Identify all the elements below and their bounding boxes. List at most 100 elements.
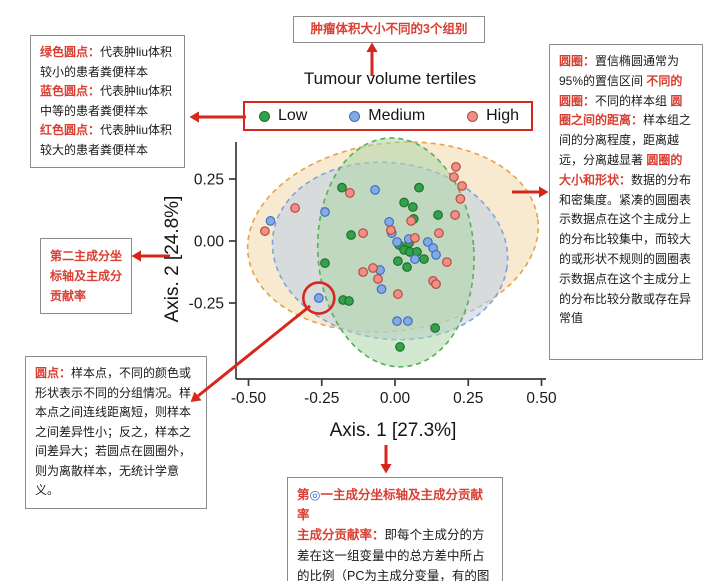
sample-point-low xyxy=(419,254,429,264)
low-dot-icon xyxy=(259,110,270,122)
sample-point-medium xyxy=(386,228,397,238)
legend-label-low: Low xyxy=(278,107,308,124)
arrow-to-axis1-box xyxy=(380,445,392,474)
ellipse-info-desc-3: 样本组之间的分离程度，距离越远，分离越显著 xyxy=(559,113,692,167)
sample-point-low xyxy=(405,247,415,257)
sample-point-medium xyxy=(403,234,414,244)
sample-point-high xyxy=(290,203,300,213)
axis1-line1-prefix: 第 xyxy=(297,488,310,502)
spiral-icon: ◎ xyxy=(309,488,321,502)
x-tick-label: 0.00 xyxy=(380,390,411,407)
sample-point-low xyxy=(393,256,403,266)
sample-point-high xyxy=(428,276,438,286)
sample-point-low xyxy=(320,258,330,268)
arrow-to-groups-box-head xyxy=(366,42,378,52)
legend-label-high: High xyxy=(486,107,519,124)
sample-point-high xyxy=(455,193,466,204)
annotation-box-ellipse-info: 圆圈：置信椭圆通常为95%的置信区间 不同的圆圈：不同的样本组 圆圈之间的距离：… xyxy=(549,44,703,360)
axis1-line1-rest: 一主成分坐标轴及主成分贡献率 xyxy=(297,488,483,523)
sample-point-medium xyxy=(428,243,438,253)
sample-point-low xyxy=(402,262,412,272)
arrow-to-dot-colors-box-head xyxy=(189,111,199,123)
ellipse-info-label-1: 圆圈： xyxy=(559,54,596,68)
ellipse-info-desc-1: 置信椭圆通常为95%的置信区间 xyxy=(559,54,680,88)
legend-item-medium: Medium xyxy=(349,107,425,125)
y-tick-label: 0.25 xyxy=(194,172,224,189)
axis2-info-text: 第二主成分坐标轴及主成分贡献率 xyxy=(50,249,123,303)
tumour-groups-text: 肿瘤体积大小不同的3个组别 xyxy=(310,22,468,36)
dot-colors-item: 蓝色圆点：代表肿liu体积中等的患者粪便样本 xyxy=(40,82,175,121)
confidence-ellipses xyxy=(246,137,540,368)
sample-point-high xyxy=(441,257,452,267)
sample-point-high xyxy=(450,210,460,220)
sample-point-medium xyxy=(375,265,385,275)
sample-point-high xyxy=(451,161,461,172)
legend-title: Tumour volume tertiles xyxy=(303,69,477,88)
sample-point-high xyxy=(345,188,355,198)
sample-point-low xyxy=(394,240,404,250)
ellipse-info-label-2: 不同的圆圈： xyxy=(559,73,683,108)
sample-point-low xyxy=(399,245,409,255)
dot-colors-desc-blue: 代表肿liu体积中等的患者粪便样本 xyxy=(40,84,173,118)
legend-item-high: High xyxy=(467,107,519,125)
ellipse-info-desc-4: 数据的分布和密集度。紧凑的圆圈表示数据点在这个主成分上的分布比较集中，而较大的或… xyxy=(559,172,692,326)
sample-point-medium xyxy=(392,237,402,247)
sample-point-medium xyxy=(431,250,441,260)
sample-point-high xyxy=(373,274,383,284)
ellipse-info-label-4: 圆圈的大小和形状： xyxy=(559,152,683,187)
dot-colors-label-green: 绿色圆点： xyxy=(40,45,101,59)
arrow-to-dot-colors-box xyxy=(189,111,246,123)
annotation-box-axis1: 第◎一主成分坐标轴及主成分贡献率 主成分贡献率：即每个主成分的方差在这一组变量中… xyxy=(287,477,503,581)
ellipse-info-label-3: 圆圈之间的距离： xyxy=(559,93,683,128)
x-axis-title: Axis. 1 [27.3%] xyxy=(329,420,457,441)
axis1-info-label: 主成分贡献率： xyxy=(297,528,385,543)
annotation-box-tumour-groups: 肿瘤体积大小不同的3个组别 xyxy=(293,16,485,43)
sample-point-low xyxy=(346,230,356,240)
sample-point-high xyxy=(431,279,441,290)
sample-point-high xyxy=(358,267,368,277)
sample-point-low xyxy=(412,247,422,257)
sample-point-medium xyxy=(384,217,395,227)
annotation-box-dot-colors: 绿色圆点：代表肿liu体积较小的患者粪便样本 蓝色圆点：代表肿liu体积中等的患… xyxy=(30,35,185,168)
sample-point-low xyxy=(414,182,424,193)
ellipse-info-desc-2: 不同的样本组 xyxy=(595,93,668,108)
sample-point-high xyxy=(358,228,368,238)
sample-point-low xyxy=(399,197,409,208)
sample-point-medium xyxy=(392,316,402,326)
y-tick-label: -0.25 xyxy=(189,296,224,313)
dot-colors-desc-red: 代表肿liu体积较大的患者粪便样本 xyxy=(40,123,173,157)
sample-point-high xyxy=(457,181,467,191)
legend-box: Low Medium High xyxy=(243,101,533,131)
sample-point-low xyxy=(433,210,443,220)
sample-point-low xyxy=(404,238,414,248)
x-tick-label: 0.25 xyxy=(453,390,483,407)
ellipse-low xyxy=(316,137,475,368)
sample-point-high xyxy=(368,263,378,273)
sample-point-high xyxy=(406,216,416,226)
sample-point-low xyxy=(407,202,418,212)
ellipse-medium xyxy=(271,161,509,341)
medium-dot-icon xyxy=(349,110,361,122)
axes: -0.50 -0.25 0.00 0.25 0.50 0.25 0.00 -0.25 xyxy=(189,142,557,407)
arrow-to-ellipse-box xyxy=(512,186,549,198)
sample-point-medium xyxy=(370,185,380,195)
sample-point-medium xyxy=(313,293,324,303)
y-axis-title: Axis. 2 [24.8%] xyxy=(162,195,183,323)
sample-point-medium xyxy=(320,207,330,217)
sample-point-medium xyxy=(410,254,420,264)
x-tick-label: -0.50 xyxy=(231,390,267,407)
sample-point-medium xyxy=(403,316,413,326)
axis1-info-line1: 第◎一主成分坐标轴及主成分贡献率 xyxy=(297,485,493,525)
scatter-points xyxy=(260,161,467,352)
x-tick-label: -0.25 xyxy=(304,390,339,407)
sample-point-low xyxy=(430,323,441,333)
sample-point-medium xyxy=(376,284,387,294)
axis1-info-desc: 即每个主成分的方差在这一组变量中的总方差中所占的比例（PC为主成分变量，有的图以… xyxy=(297,528,490,581)
dot-colors-item: 绿色圆点：代表肿liu体积较小的患者粪便样本 xyxy=(40,43,175,82)
sample-point-high xyxy=(386,225,396,235)
arrow-to-axis2-box-head xyxy=(131,250,141,262)
ellipse-high xyxy=(246,141,540,333)
high-dot-icon xyxy=(467,110,479,122)
x-tick-label: 0.50 xyxy=(526,390,557,407)
